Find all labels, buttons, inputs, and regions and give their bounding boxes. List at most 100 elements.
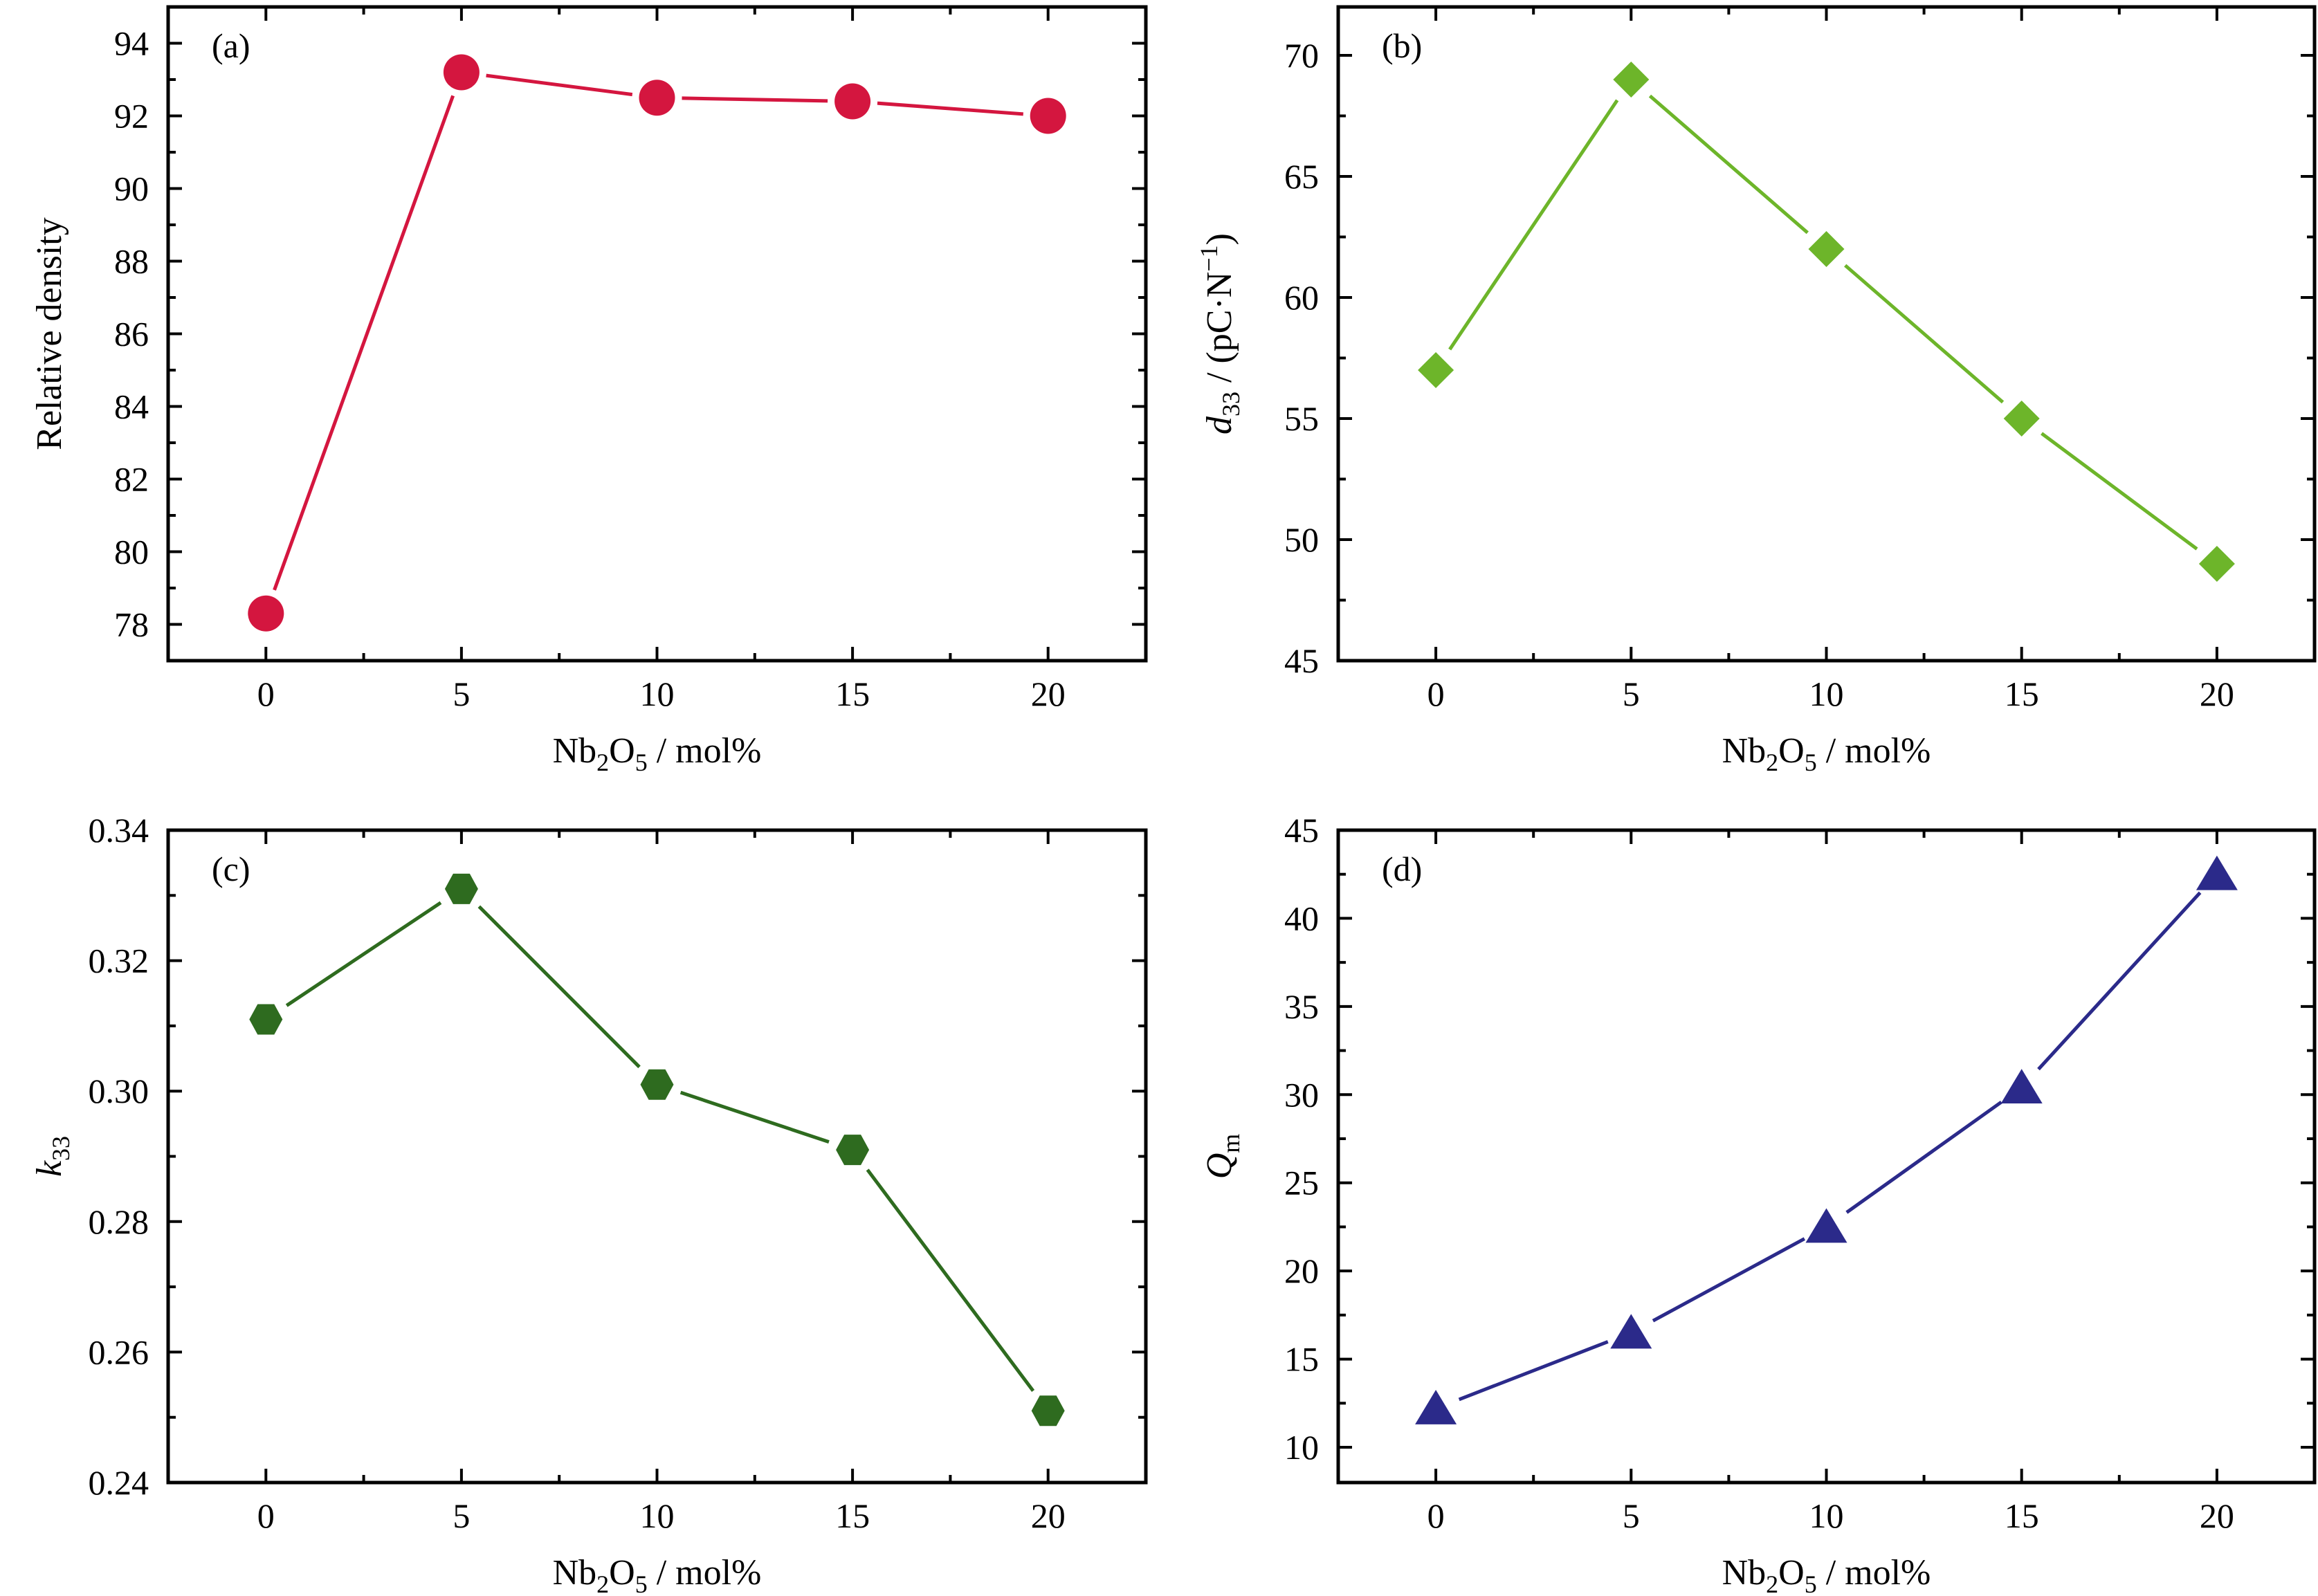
y-tick-label: 80 xyxy=(114,533,149,571)
data-point xyxy=(2003,401,2040,437)
x-tick-label: 10 xyxy=(640,1496,675,1535)
x-tick-label: 15 xyxy=(2005,1496,2039,1535)
data-point xyxy=(2000,1069,2043,1104)
panel-label: (b) xyxy=(1382,26,1422,65)
data-point xyxy=(443,54,480,91)
data-point xyxy=(2198,546,2235,582)
y-tick-label: 70 xyxy=(1284,36,1319,75)
y-tick-label: 94 xyxy=(114,24,149,63)
x-tick-label: 15 xyxy=(835,1496,870,1535)
y-tick-label: 0.32 xyxy=(89,942,149,980)
series-line-segment xyxy=(1652,1237,1806,1323)
y-tick-label: 84 xyxy=(114,387,149,426)
plot-frame xyxy=(166,828,1148,1485)
series-line-segment xyxy=(1844,264,2005,404)
x-tick-label: 5 xyxy=(1623,675,1640,713)
data-point xyxy=(1610,1314,1652,1349)
panel-label: (c) xyxy=(212,850,250,888)
y-tick-label: 35 xyxy=(1284,987,1319,1026)
series-line-segment xyxy=(273,95,455,591)
y-tick-label: 25 xyxy=(1284,1164,1319,1202)
data-point xyxy=(1805,1208,1847,1243)
data-point xyxy=(1418,352,1454,388)
y-tick-label: 0.30 xyxy=(89,1072,149,1110)
y-tick-label: 88 xyxy=(114,242,149,281)
y-axis-title: Qm xyxy=(1200,1134,1245,1180)
y-tick-label: 45 xyxy=(1284,641,1319,680)
series-line-segment xyxy=(679,1090,830,1144)
x-tick-label: 15 xyxy=(835,675,870,713)
x-tick-label: 0 xyxy=(1427,675,1445,713)
x-tick-label: 20 xyxy=(1031,675,1066,713)
y-tick-label: 0.34 xyxy=(89,811,149,850)
y-tick-label: 40 xyxy=(1284,899,1319,937)
y-tick-label: 30 xyxy=(1284,1075,1319,1114)
y-tick-label: 0.28 xyxy=(89,1202,149,1241)
chart-panel-2: 0 5 10 15 20 45 50 55 60 65 70 (b) Nb2O5 / mol% d33 /… xyxy=(1195,5,2317,776)
series-line-segment xyxy=(877,101,1023,116)
series-line-segment xyxy=(682,96,828,103)
series-line-segment xyxy=(486,73,633,97)
y-tick-label: 0.26 xyxy=(89,1332,149,1371)
y-tick-label: 50 xyxy=(1284,520,1319,559)
x-tick-label: 15 xyxy=(2005,675,2039,713)
chart-panel-1: 0 5 10 15 20 78 80 82 84 86 88 90 92 94 (a) Nb2O5 / mol… xyxy=(30,5,1148,776)
y-tick-label: 45 xyxy=(1284,811,1319,850)
data-point xyxy=(1031,1395,1065,1427)
x-tick-label: 0 xyxy=(257,675,275,713)
y-tick-label: 10 xyxy=(1284,1428,1319,1467)
x-tick-label: 0 xyxy=(1427,1496,1445,1535)
series-line-segment xyxy=(866,1168,1035,1392)
data-point xyxy=(249,1004,283,1035)
series-line-segment xyxy=(1448,99,1619,351)
data-point xyxy=(640,1069,674,1100)
y-tick-label: 20 xyxy=(1284,1251,1319,1290)
x-tick-label: 5 xyxy=(453,675,470,713)
data-point xyxy=(444,873,478,904)
x-tick-label: 20 xyxy=(2200,1496,2234,1535)
chart-panel-4: 0 5 10 15 20 10 15 20 25 30 35 40 45 (d) Nb2O5 / mol% Q… xyxy=(1200,811,2317,1596)
series-line-segment xyxy=(477,905,641,1069)
x-tick-label: 10 xyxy=(640,675,675,713)
data-point xyxy=(639,80,675,116)
series-line-segment xyxy=(2041,432,2198,551)
data-point xyxy=(2196,855,2238,890)
x-axis-title: Nb2O5 / mol% xyxy=(1722,731,1931,776)
x-tick-label: 5 xyxy=(453,1496,470,1535)
y-tick-label: 78 xyxy=(114,605,149,644)
x-tick-label: 20 xyxy=(2200,675,2234,713)
y-tick-label: 65 xyxy=(1284,157,1319,196)
data-point xyxy=(1808,231,1845,267)
x-tick-label: 20 xyxy=(1031,1496,1066,1535)
series-line-segment xyxy=(1458,1340,1609,1402)
data-point xyxy=(1613,62,1650,98)
y-tick-label: 15 xyxy=(1284,1340,1319,1379)
x-tick-label: 0 xyxy=(257,1496,275,1535)
x-axis-title: Nb2O5 / mol% xyxy=(553,731,762,776)
x-tick-label: 10 xyxy=(1809,1496,1844,1535)
series-line-segment xyxy=(1845,1100,2002,1214)
panel-label: (a) xyxy=(212,26,250,65)
chart-panel-3: 0 5 10 15 20 0.24 0.26 0.28 0.30 0.32 0.34 (c) Nb2O5… xyxy=(30,811,1148,1596)
plot-frame xyxy=(1336,5,2317,663)
x-axis-title: Nb2O5 / mol% xyxy=(1722,1553,1931,1596)
data-point xyxy=(1415,1389,1457,1424)
data-point xyxy=(836,1135,870,1166)
x-tick-label: 5 xyxy=(1623,1496,1640,1535)
x-tick-label: 10 xyxy=(1809,675,1844,713)
panel-label: (d) xyxy=(1382,850,1422,888)
y-axis-title: Relative density xyxy=(30,217,69,450)
y-tick-label: 92 xyxy=(114,97,149,136)
data-point xyxy=(1030,98,1066,134)
data-point xyxy=(248,595,284,632)
y-axis-title: d33 / (pC·N−1) xyxy=(1195,233,1245,434)
y-tick-label: 55 xyxy=(1284,399,1319,438)
data-point xyxy=(834,83,871,120)
y-axis-title: k33 xyxy=(30,1136,75,1177)
series-line-segment xyxy=(1648,94,1809,235)
series-line-segment xyxy=(285,901,442,1007)
y-tick-label: 0.24 xyxy=(89,1463,149,1502)
y-tick-label: 60 xyxy=(1284,278,1319,317)
series-line-segment xyxy=(2037,891,2202,1071)
